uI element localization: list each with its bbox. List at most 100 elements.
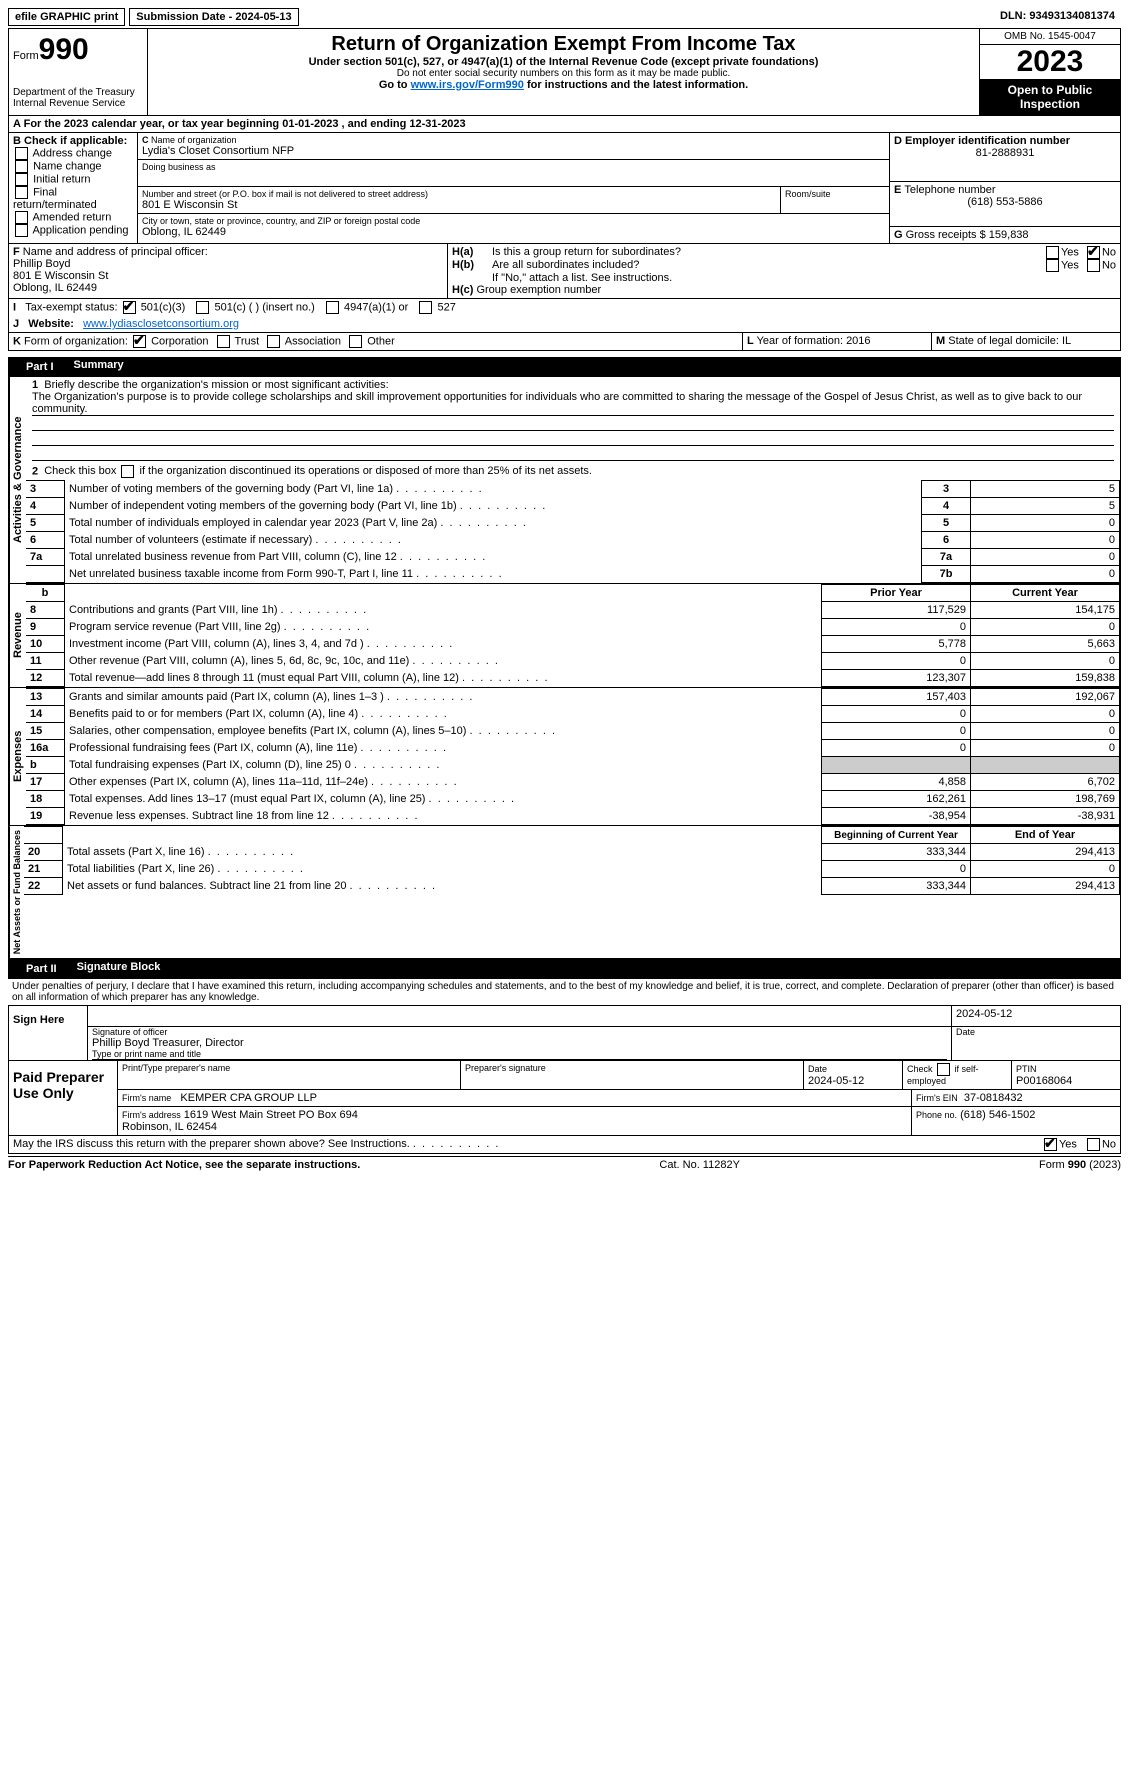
check-initial[interactable]: Initial return bbox=[13, 173, 133, 186]
dba-label: Doing business as bbox=[142, 162, 885, 172]
table-row: 17 Other expenses (Part IX, column (A), … bbox=[26, 774, 1120, 791]
entity-block: B Check if applicable: Address change Na… bbox=[8, 133, 1121, 244]
check-assoc[interactable] bbox=[267, 335, 280, 348]
table-row: 6 Total number of volunteers (estimate i… bbox=[26, 532, 1120, 549]
table-row: 20 Total assets (Part X, line 16) 333,34… bbox=[24, 844, 1120, 861]
na-table: Beginning of Current YearEnd of Year 20 … bbox=[24, 826, 1120, 895]
table-row: 19 Revenue less expenses. Subtract line … bbox=[26, 808, 1120, 825]
ha-no[interactable]: No bbox=[1085, 246, 1116, 259]
check-amended[interactable]: Amended return bbox=[13, 211, 133, 224]
goto-line: Go to www.irs.gov/Form990 for instructio… bbox=[152, 79, 975, 91]
ptin: P00168064 bbox=[1016, 1075, 1072, 1087]
paid-preparer-block: Paid Preparer Use Only Print/Type prepar… bbox=[8, 1061, 1121, 1136]
side-exp: Expenses bbox=[9, 688, 26, 825]
check-pending[interactable]: Application pending bbox=[13, 224, 133, 237]
side-na: Net Assets or Fund Balances bbox=[9, 826, 24, 958]
phone: (618) 553-5886 bbox=[894, 196, 1116, 208]
check-corp[interactable] bbox=[133, 335, 146, 348]
ha-yes[interactable]: Yes bbox=[1044, 246, 1079, 259]
omb-number: OMB No. 1545-0047 bbox=[980, 29, 1120, 45]
self-employed[interactable]: Check if self-employed bbox=[903, 1061, 1012, 1089]
check-527[interactable] bbox=[419, 301, 432, 314]
may-irs-row: May the IRS discuss this return with the… bbox=[8, 1136, 1121, 1154]
firm-phone: (618) 546-1502 bbox=[960, 1109, 1035, 1121]
hb-no[interactable]: No bbox=[1085, 259, 1116, 272]
officer-name: Phillip Boyd bbox=[13, 258, 443, 270]
table-row: 4 Number of independent voting members o… bbox=[26, 498, 1120, 515]
irs-link[interactable]: www.irs.gov/Form990 bbox=[411, 79, 524, 91]
table-row: 9 Program service revenue (Part VIII, li… bbox=[26, 619, 1120, 636]
dept-label: Department of the Treasury Internal Reve… bbox=[13, 87, 143, 109]
form-label: Form bbox=[13, 50, 39, 62]
check-name[interactable]: Name change bbox=[13, 160, 133, 173]
officer-addr1: 801 E Wisconsin St bbox=[13, 270, 443, 282]
table-row: 5 Total number of individuals employed i… bbox=[26, 515, 1120, 532]
officer-addr2: Oblong, IL 62449 bbox=[13, 282, 443, 294]
efile-tag: efile GRAPHIC print bbox=[8, 8, 125, 26]
line-a: A For the 2023 calendar year, or tax yea… bbox=[8, 116, 1121, 133]
form-title: Return of Organization Exempt From Incom… bbox=[152, 33, 975, 56]
table-row: 21 Total liabilities (Part X, line 26) 0… bbox=[24, 861, 1120, 878]
side-rev: Revenue bbox=[9, 584, 26, 687]
website-link[interactable]: www.lydiasclosetconsortium.org bbox=[83, 318, 239, 330]
year-formed: 2016 bbox=[846, 335, 870, 347]
discuss-yes[interactable]: Yes bbox=[1042, 1138, 1077, 1151]
prep-date: 2024-05-12 bbox=[808, 1075, 864, 1087]
table-row: 22 Net assets or fund balances. Subtract… bbox=[24, 878, 1120, 895]
check-final[interactable]: Final return/terminated bbox=[13, 186, 133, 211]
dln: DLN: 93493134081374 bbox=[994, 8, 1121, 26]
org-name: Lydia's Closet Consortium NFP bbox=[142, 145, 885, 157]
table-row: 11 Other revenue (Part VIII, column (A),… bbox=[26, 653, 1120, 670]
form-number: 990 bbox=[39, 33, 89, 66]
table-row: 3 Number of voting members of the govern… bbox=[26, 481, 1120, 498]
gross-receipts: 159,838 bbox=[989, 229, 1029, 241]
mission-text: The Organization's purpose is to provide… bbox=[32, 391, 1114, 416]
firm-ein: 37-0818432 bbox=[964, 1092, 1023, 1104]
table-row: 13 Grants and similar amounts paid (Part… bbox=[26, 689, 1120, 706]
org-city: Oblong, IL 62449 bbox=[142, 226, 885, 238]
officer-signed: Phillip Boyd Treasurer, Director bbox=[92, 1037, 947, 1049]
part2-header: Part II Signature Block bbox=[8, 959, 1121, 979]
table-row: 7a Total unrelated business revenue from… bbox=[26, 549, 1120, 566]
check-trust[interactable] bbox=[217, 335, 230, 348]
table-row: 14 Benefits paid to or for members (Part… bbox=[26, 706, 1120, 723]
table-row: b Total fundraising expenses (Part IX, c… bbox=[26, 757, 1120, 774]
open-inspection: Open to Public Inspection bbox=[980, 79, 1120, 115]
revenue-block: Revenue bPrior YearCurrent Year 8 Contri… bbox=[8, 584, 1121, 688]
rev-table: bPrior YearCurrent Year 8 Contributions … bbox=[26, 584, 1120, 687]
ag-table: 3 Number of voting members of the govern… bbox=[26, 480, 1120, 583]
netassets-block: Net Assets or Fund Balances Beginning of… bbox=[8, 826, 1121, 959]
table-row: 10 Investment income (Part VIII, column … bbox=[26, 636, 1120, 653]
table-row: 8 Contributions and grants (Part VIII, l… bbox=[26, 602, 1120, 619]
check-4947[interactable] bbox=[326, 301, 339, 314]
discuss-no[interactable]: No bbox=[1085, 1138, 1116, 1151]
org-address: 801 E Wisconsin St bbox=[142, 199, 776, 211]
sign-here-block: Sign Here 2024-05-12 Signature of office… bbox=[8, 1005, 1121, 1061]
sign-date: 2024-05-12 bbox=[952, 1006, 1120, 1027]
ssn-warning: Do not enter social security numbers on … bbox=[152, 68, 975, 79]
exp-table: 13 Grants and similar amounts paid (Part… bbox=[26, 688, 1120, 825]
table-row: 12 Total revenue—add lines 8 through 11 … bbox=[26, 670, 1120, 687]
form-subtitle: Under section 501(c), 527, or 4947(a)(1)… bbox=[152, 56, 975, 68]
footer: For Paperwork Reduction Act Notice, see … bbox=[8, 1156, 1121, 1171]
check-address[interactable]: Address change bbox=[13, 147, 133, 160]
part1-body: Activities & Governance 1 Briefly descri… bbox=[8, 377, 1121, 584]
table-row: 15 Salaries, other compensation, employe… bbox=[26, 723, 1120, 740]
side-ag: Activities & Governance bbox=[9, 377, 26, 583]
part1-header: Part I Summary bbox=[8, 357, 1121, 377]
officer-block: F Name and address of principal officer:… bbox=[8, 244, 1121, 299]
check-501c3[interactable] bbox=[123, 301, 136, 314]
ein: 81-2888931 bbox=[894, 147, 1116, 159]
firm-name: KEMPER CPA GROUP LLP bbox=[180, 1092, 317, 1104]
check-501c[interactable] bbox=[196, 301, 209, 314]
expenses-block: Expenses 13 Grants and similar amounts p… bbox=[8, 688, 1121, 826]
hb-yes[interactable]: Yes bbox=[1044, 259, 1079, 272]
table-row: Net unrelated business taxable income fr… bbox=[26, 566, 1120, 583]
form-header: Form990 Department of the Treasury Inter… bbox=[8, 28, 1121, 116]
table-row: 18 Total expenses. Add lines 13–17 (must… bbox=[26, 791, 1120, 808]
check-discontinued[interactable] bbox=[121, 465, 134, 478]
check-other[interactable] bbox=[349, 335, 362, 348]
status-block: I Tax-exempt status: 501(c)(3) 501(c) ( … bbox=[8, 299, 1121, 333]
submission-date: Submission Date - 2024-05-13 bbox=[129, 8, 298, 26]
declaration: Under penalties of perjury, I declare th… bbox=[8, 979, 1121, 1005]
